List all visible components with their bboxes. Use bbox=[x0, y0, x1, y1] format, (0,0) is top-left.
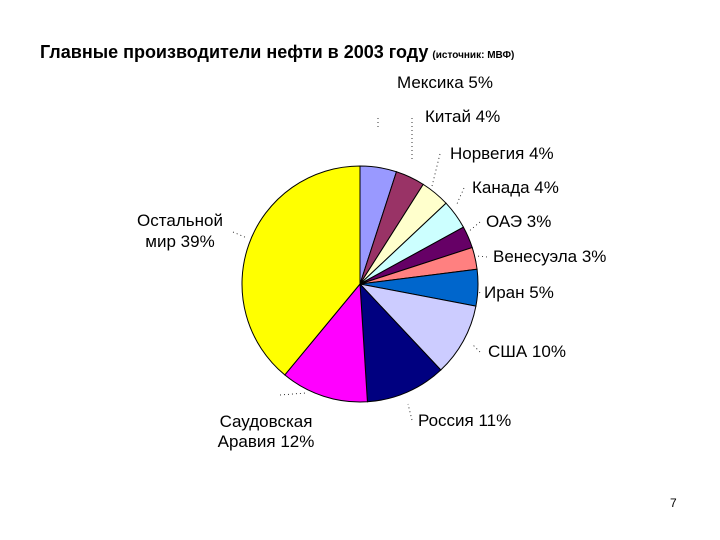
leader-line bbox=[431, 153, 441, 187]
slice-label: Венесуэла 3% bbox=[493, 247, 606, 266]
chart-subtitle: (источник: МВФ) bbox=[432, 50, 515, 61]
leader-line bbox=[279, 392, 307, 396]
pie-slice bbox=[359, 282, 442, 403]
pie-labels: Мексика 5% Китай 4% Норвегия 4% Канада 4% ОА… bbox=[137, 73, 606, 451]
leader-line bbox=[232, 231, 248, 239]
slice-label-line: мир 39% bbox=[145, 232, 214, 251]
slice-label: Канада 4% bbox=[472, 178, 559, 197]
slice-label-line: Остальной bbox=[137, 211, 223, 230]
slice-label: США 10% bbox=[488, 342, 566, 361]
leader-line bbox=[467, 221, 481, 233]
pie-slices bbox=[241, 165, 479, 403]
leader-line bbox=[477, 289, 481, 294]
slice-label: ОАЭ 3% bbox=[486, 212, 551, 231]
chart-title: Главные производители нефти в 2003 году(… bbox=[40, 42, 514, 63]
leader-line bbox=[471, 343, 481, 353]
slice-label: Россия 11% bbox=[418, 411, 511, 430]
leader-line bbox=[455, 187, 465, 207]
page-number: 7 bbox=[670, 496, 677, 510]
leader-line bbox=[407, 403, 413, 421]
slice-label-line: Аравия 12% bbox=[218, 432, 315, 451]
slice-label: Остальной мир 39% bbox=[137, 211, 223, 251]
pie-slice bbox=[284, 282, 368, 403]
pie-slice bbox=[241, 165, 361, 376]
chart-title-text: Главные производители нефти в 2003 году bbox=[40, 42, 429, 62]
pie-leader-lines bbox=[232, 118, 488, 421]
leader-line bbox=[476, 255, 488, 258]
slice-label-line: Саудовская bbox=[220, 412, 313, 431]
slice-label: Иран 5% bbox=[484, 283, 554, 302]
slice-label: Мексика 5% bbox=[397, 73, 493, 92]
slice-label: Норвегия 4% bbox=[450, 144, 554, 163]
pie-slice bbox=[358, 283, 477, 371]
slice-label: Китай 4% bbox=[425, 107, 500, 126]
slice-label: Саудовская Аравия 12% bbox=[218, 412, 315, 451]
